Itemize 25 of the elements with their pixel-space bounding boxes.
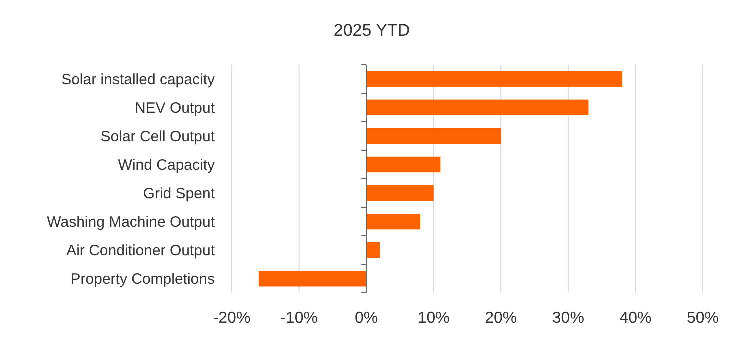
y-tick-label: Solar installed capacity	[62, 71, 216, 88]
x-tick-label: -20%	[213, 310, 251, 327]
x-tick-label: 30%	[552, 310, 584, 327]
bar	[258, 271, 367, 287]
bar	[366, 128, 502, 144]
y-tick-label: Grid Spent	[143, 186, 216, 203]
bar	[366, 214, 420, 230]
x-tick-label: 40%	[620, 310, 652, 327]
y-tick-label: Washing Machine Output	[47, 214, 216, 232]
x-tick-label: -10%	[280, 310, 318, 327]
y-tick-label: NEV Output	[134, 100, 216, 117]
bar	[366, 242, 380, 258]
bar	[366, 156, 441, 173]
x-tick-label: 10%	[418, 310, 450, 327]
y-tick-label: Solar Cell Output	[100, 128, 216, 146]
x-tick-label: 20%	[485, 310, 518, 327]
chart-title: 2025 YTD	[334, 21, 410, 40]
y-tick-label: Property Completions	[70, 271, 215, 288]
x-tick-label: 50%	[686, 310, 720, 327]
bar	[366, 185, 434, 202]
x-tick-label: 0%	[355, 310, 378, 327]
y-tick-label: Air Conditioner Output	[66, 242, 216, 260]
bar	[366, 100, 589, 116]
bar	[366, 71, 622, 87]
y-tick-label: Wind Capacity	[118, 156, 216, 174]
